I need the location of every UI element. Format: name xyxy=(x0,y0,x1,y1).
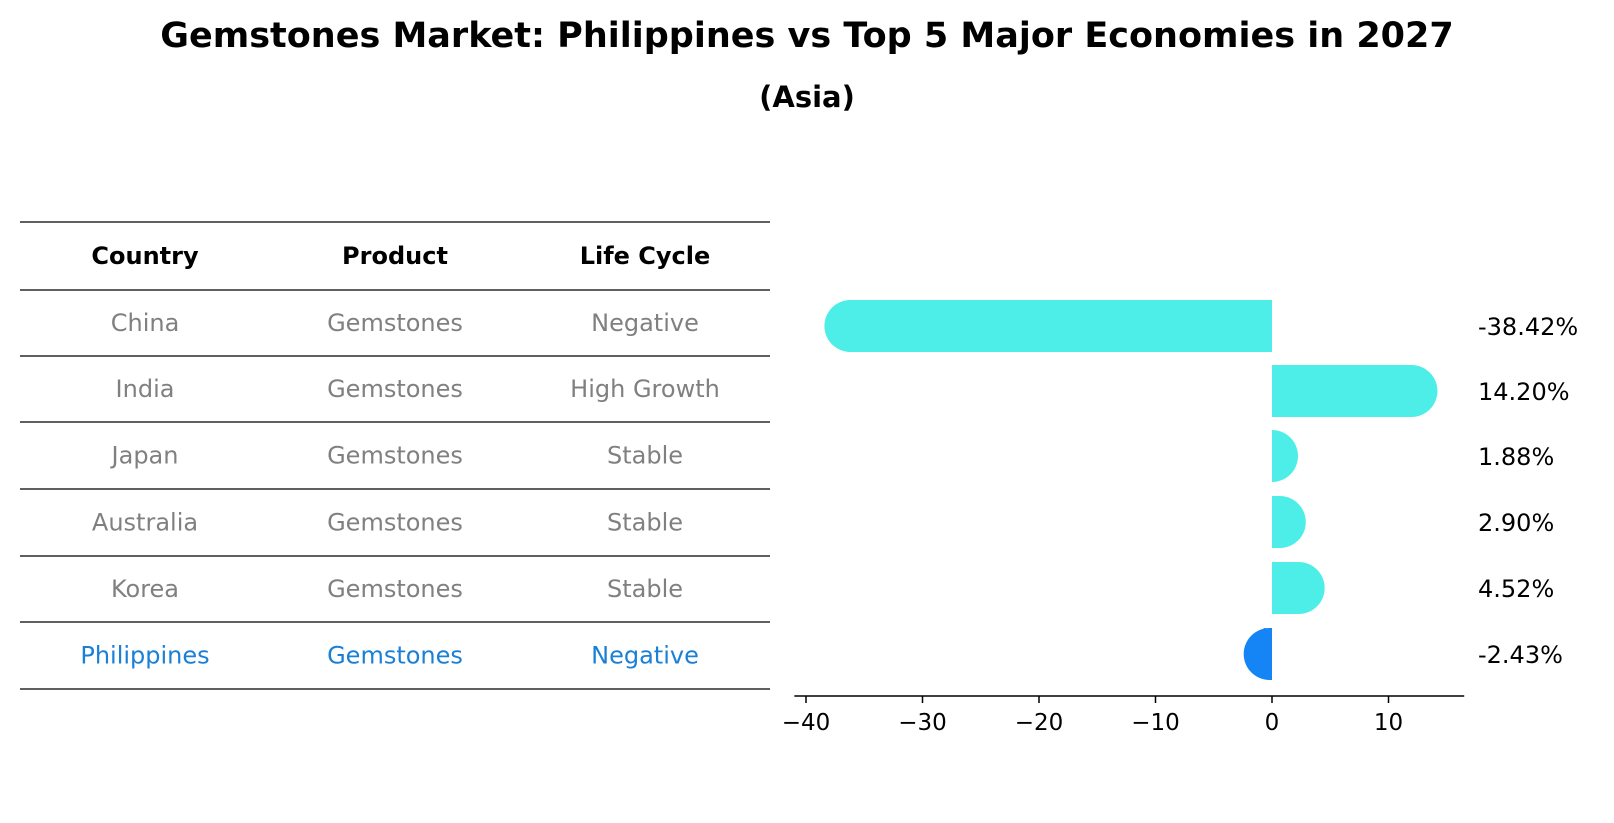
bar-korea xyxy=(1272,562,1325,614)
value-label: 4.52% xyxy=(1478,575,1554,603)
value-label: -2.43% xyxy=(1478,641,1563,669)
cell-life-cycle: Negative xyxy=(591,309,699,337)
cell-product: Gemstones xyxy=(327,509,463,537)
table-header: Country xyxy=(91,242,199,270)
bar-australia xyxy=(1272,496,1306,548)
cell-product: Gemstones xyxy=(327,375,463,403)
bar-china xyxy=(824,300,1272,352)
value-label: 14.20% xyxy=(1478,378,1570,406)
cell-life-cycle: Negative xyxy=(591,642,699,670)
table-header: Life Cycle xyxy=(580,242,711,270)
table-header: Product xyxy=(342,242,448,270)
x-tick-label: 0 xyxy=(1265,710,1280,736)
cell-country: China xyxy=(111,309,180,337)
cell-country: Korea xyxy=(111,575,179,603)
x-tick-label: −20 xyxy=(1015,710,1064,736)
x-tick-label: −30 xyxy=(898,710,947,736)
cell-life-cycle: Stable xyxy=(607,442,683,470)
cell-product: Gemstones xyxy=(327,442,463,470)
data-table: Country Product Life Cycle China Gemstones Ne… xyxy=(20,221,770,690)
x-tick-label: −10 xyxy=(1131,710,1180,736)
cell-product: Gemstones xyxy=(327,575,463,603)
cell-country: Japan xyxy=(110,442,179,470)
value-label: -38.42% xyxy=(1478,313,1578,341)
cell-country: Philippines xyxy=(80,642,209,670)
cell-life-cycle: Stable xyxy=(607,509,683,537)
cell-life-cycle: High Growth xyxy=(570,375,720,403)
cell-product: Gemstones xyxy=(327,642,463,670)
chart-subtitle: (Asia) xyxy=(759,80,855,114)
value-label: 1.88% xyxy=(1478,443,1554,471)
value-label: 2.90% xyxy=(1478,509,1554,537)
x-tick-label: 10 xyxy=(1374,710,1403,736)
x-tick-label: −40 xyxy=(782,710,831,736)
cell-country: Australia xyxy=(92,509,198,537)
bar-plot: -38.42% 14.20% 1.88% 2.90% 4.52% -2.43% −40 −30… xyxy=(782,300,1578,736)
cell-product: Gemstones xyxy=(327,309,463,337)
bar-philippines xyxy=(1243,628,1272,680)
cell-life-cycle: Stable xyxy=(607,575,683,603)
bar-japan xyxy=(1272,430,1298,482)
bar-india xyxy=(1272,365,1438,417)
chart-title: Gemstones Market: Philippines vs Top 5 M… xyxy=(160,16,1454,56)
cell-country: India xyxy=(116,375,175,403)
